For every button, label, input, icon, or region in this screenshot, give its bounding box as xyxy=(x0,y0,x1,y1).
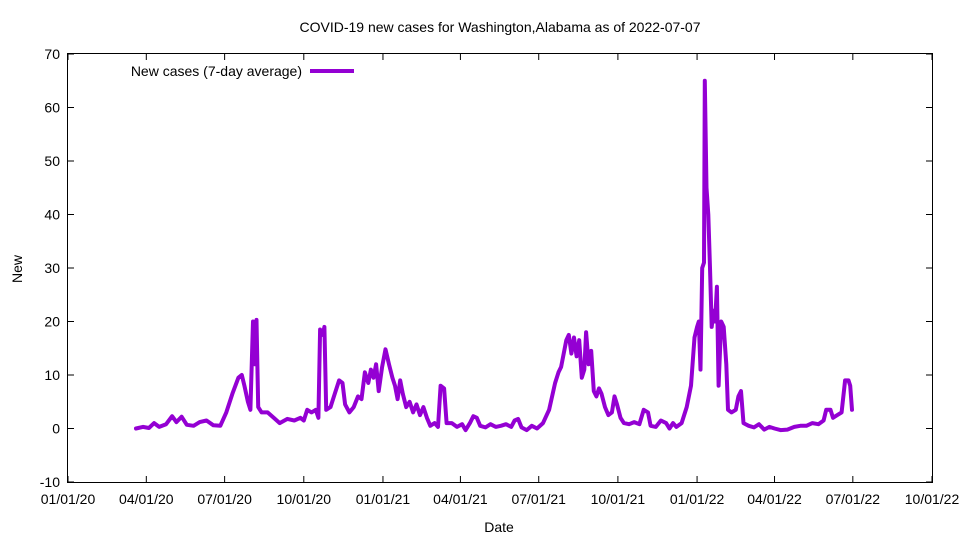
x-tick-label: 04/01/22 xyxy=(747,491,802,507)
legend-label: New cases (7-day average) xyxy=(131,63,302,79)
series-line-new-cases xyxy=(134,78,854,433)
x-tick-label: 01/01/22 xyxy=(670,491,725,507)
y-tick-label: 50 xyxy=(44,153,60,169)
x-tick-label: 10/01/22 xyxy=(905,491,960,507)
plot-frame xyxy=(67,53,933,483)
x-tick-label: 07/01/22 xyxy=(826,491,881,507)
y-tick-label: -10 xyxy=(40,474,60,490)
x-tick-label: 01/01/21 xyxy=(356,491,411,507)
y-tick-label: 20 xyxy=(44,314,60,330)
x-axis: 01/01/20 04/01/20 07/01/20 10/01/20 01/01/21… xyxy=(41,54,960,507)
x-tick-label: 01/01/20 xyxy=(41,491,96,507)
x-tick-label: 07/01/21 xyxy=(511,491,566,507)
y-axis-label: New xyxy=(9,254,25,283)
x-tick-label: 04/01/21 xyxy=(433,491,488,507)
x-tick-label: 10/01/20 xyxy=(277,491,332,507)
y-tick-label: 70 xyxy=(44,46,60,62)
x-axis-label: Date xyxy=(484,519,514,535)
y-tick-label: 10 xyxy=(44,367,60,383)
y-tick-label: 40 xyxy=(44,207,60,223)
x-tick-label: 10/01/21 xyxy=(591,491,646,507)
y-tick-label: 0 xyxy=(52,421,60,437)
chart-title: COVID-19 new cases for Washington,Alabam… xyxy=(299,19,700,35)
x-tick-label: 07/01/20 xyxy=(197,491,252,507)
y-tick-label: 60 xyxy=(44,100,60,116)
x-tick-label: 04/01/20 xyxy=(119,491,174,507)
y-axis: -10 0 10 20 30 40 50 60 70 xyxy=(40,46,932,490)
legend: New cases (7-day average) xyxy=(131,63,354,79)
y-tick-label: 30 xyxy=(44,260,60,276)
